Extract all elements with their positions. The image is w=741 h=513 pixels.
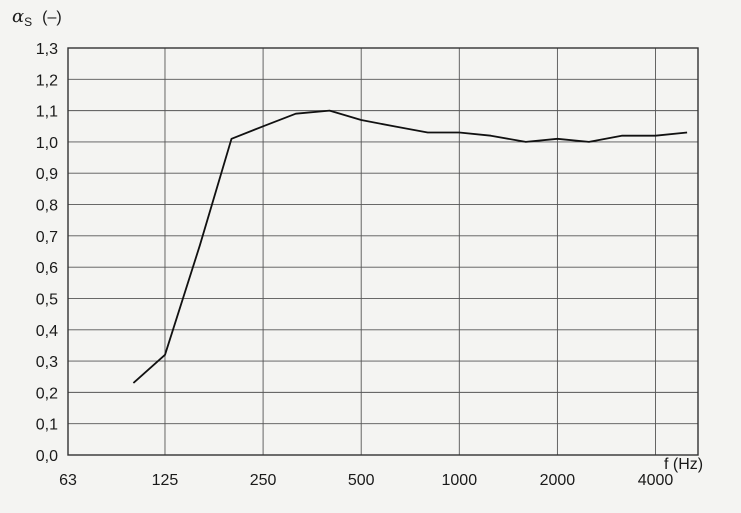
y-tick-label: 0,1 — [36, 417, 58, 434]
y-tick-label: 0,5 — [36, 291, 58, 308]
y-tick-labels: 0,0 0,1 0,2 0,3 0,4 0,5 0,6 0,7 0,8 0,9 1,0 1,1 1,2 1… — [36, 41, 58, 465]
y-tick-label: 0,7 — [36, 229, 58, 246]
y-tick-label: 0,9 — [36, 166, 58, 183]
y-axis-symbol: α — [12, 6, 24, 27]
y-tick-label: 0,6 — [36, 260, 58, 277]
y-tick-label: 1,1 — [36, 104, 58, 121]
series — [132, 109, 688, 384]
absorption-line — [132, 109, 688, 384]
x-tick-labels: 63 125 250 500 1000 2000 4000 — [59, 472, 673, 489]
y-axis-unit: (–) — [42, 9, 62, 26]
grid — [67, 47, 698, 456]
y-axis-title: αS (–) — [12, 6, 62, 29]
x-tick-label: 125 — [152, 472, 179, 489]
x-tick-label: 2000 — [540, 472, 576, 489]
x-tick-label: 250 — [250, 472, 277, 489]
y-tick-label: 1,0 — [36, 135, 58, 152]
x-tick-label: 4000 — [638, 472, 674, 489]
y-tick-label: 0,2 — [36, 385, 58, 402]
y-tick-label: 0,0 — [36, 448, 58, 465]
y-tick-label: 1,3 — [36, 41, 58, 58]
y-tick-label: 0,8 — [36, 198, 58, 215]
y-tick-label: 1,2 — [36, 72, 58, 89]
x-tick-label: 500 — [348, 472, 375, 489]
y-tick-label: 0,4 — [36, 323, 58, 340]
x-tick-label: 63 — [59, 472, 77, 489]
y-axis-subscript: S — [24, 15, 32, 29]
x-axis-title: f (Hz) — [664, 456, 703, 473]
x-tick-label: 1000 — [442, 472, 478, 489]
plot-frame — [67, 47, 699, 456]
y-tick-label: 0,3 — [36, 354, 58, 371]
